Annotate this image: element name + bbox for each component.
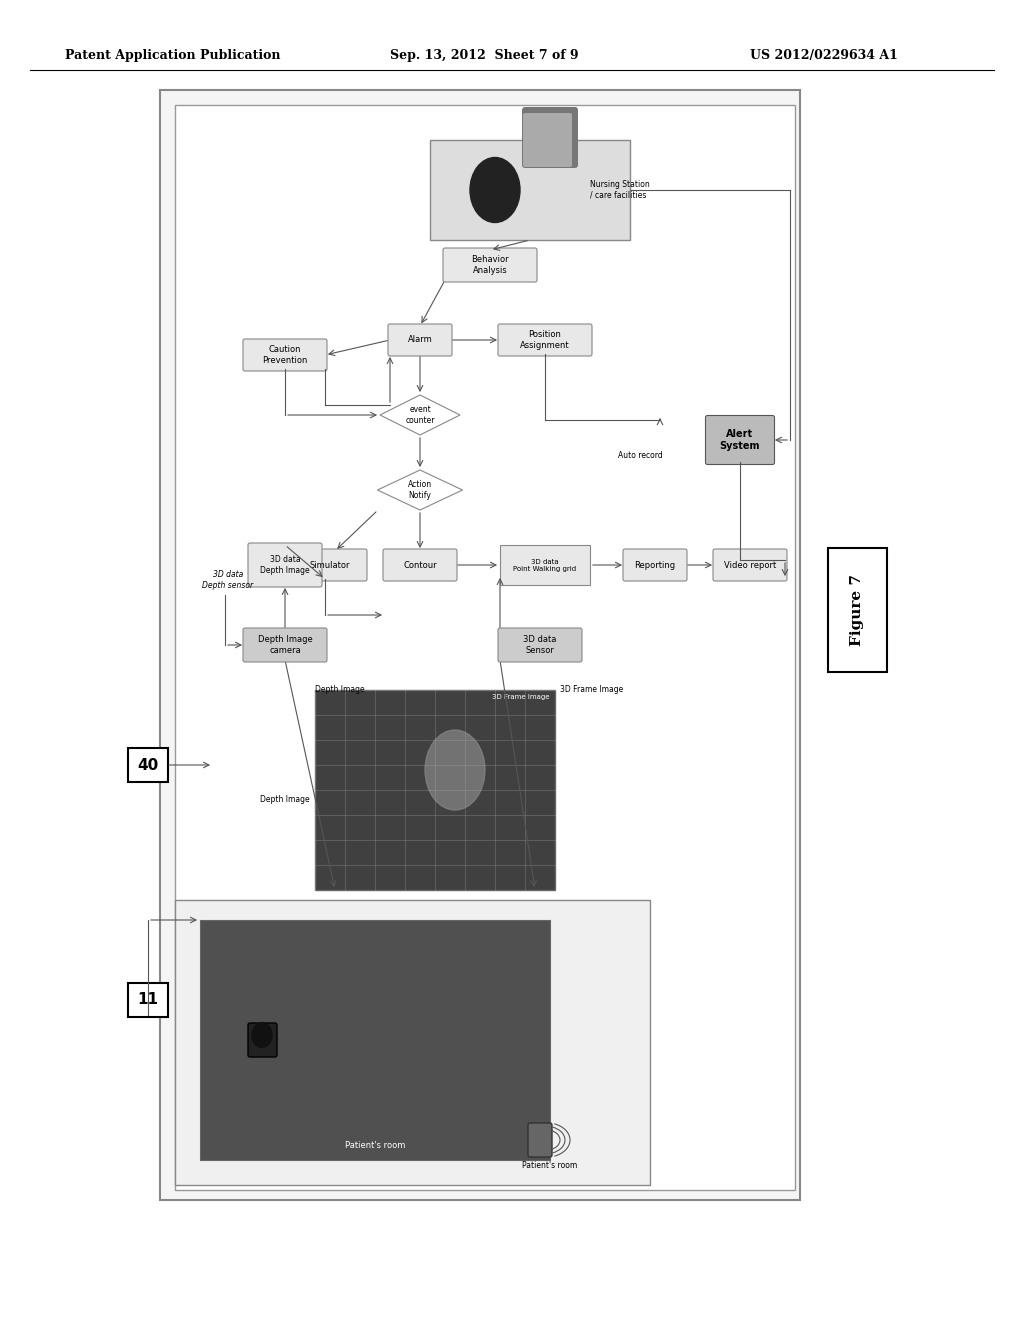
FancyBboxPatch shape bbox=[523, 114, 572, 168]
Text: Auto record: Auto record bbox=[617, 450, 663, 459]
Ellipse shape bbox=[425, 730, 485, 810]
Text: Video report: Video report bbox=[724, 561, 776, 569]
Text: Caution
Prevention: Caution Prevention bbox=[262, 346, 307, 364]
FancyBboxPatch shape bbox=[128, 983, 168, 1016]
Bar bbox=[200, 920, 550, 1160]
Polygon shape bbox=[378, 470, 463, 510]
FancyBboxPatch shape bbox=[383, 549, 457, 581]
Text: Depth Image: Depth Image bbox=[260, 796, 310, 804]
Ellipse shape bbox=[470, 157, 520, 223]
FancyBboxPatch shape bbox=[388, 323, 452, 356]
FancyBboxPatch shape bbox=[498, 628, 582, 663]
FancyBboxPatch shape bbox=[248, 543, 322, 587]
Text: Action
Notify: Action Notify bbox=[408, 480, 432, 500]
Text: US 2012/0229634 A1: US 2012/0229634 A1 bbox=[750, 49, 898, 62]
Ellipse shape bbox=[252, 1023, 272, 1048]
FancyBboxPatch shape bbox=[293, 549, 367, 581]
Text: Alarm: Alarm bbox=[408, 335, 432, 345]
Text: Depth Image
camera: Depth Image camera bbox=[258, 635, 312, 655]
Text: Simulator: Simulator bbox=[309, 561, 350, 569]
Text: Behavior
Analysis: Behavior Analysis bbox=[471, 255, 509, 275]
Text: 3D data
Depth sensor: 3D data Depth sensor bbox=[203, 570, 254, 590]
FancyBboxPatch shape bbox=[443, 248, 537, 282]
FancyBboxPatch shape bbox=[828, 548, 887, 672]
Text: 3D Frame Image: 3D Frame Image bbox=[560, 685, 624, 694]
Text: Figure 7: Figure 7 bbox=[851, 574, 864, 645]
Text: Position
Assignment: Position Assignment bbox=[520, 330, 569, 350]
Text: 3D data
Point Walking grid: 3D data Point Walking grid bbox=[513, 558, 577, 572]
Text: Depth Image: Depth Image bbox=[315, 685, 365, 694]
FancyBboxPatch shape bbox=[498, 323, 592, 356]
Text: 3D data
Sensor: 3D data Sensor bbox=[523, 635, 557, 655]
Text: 3D Frame Image: 3D Frame Image bbox=[493, 694, 550, 700]
FancyBboxPatch shape bbox=[248, 1023, 278, 1057]
FancyBboxPatch shape bbox=[128, 748, 168, 781]
Bar bbox=[175, 900, 650, 1185]
Bar bbox=[175, 106, 795, 1191]
FancyBboxPatch shape bbox=[243, 628, 327, 663]
Text: Reporting: Reporting bbox=[635, 561, 676, 569]
Text: event
counter: event counter bbox=[406, 405, 435, 425]
Bar bbox=[430, 140, 630, 240]
Bar bbox=[500, 545, 590, 585]
FancyBboxPatch shape bbox=[243, 339, 327, 371]
Text: 11: 11 bbox=[137, 993, 159, 1007]
Text: Nursing Station
/ care facilities: Nursing Station / care facilities bbox=[590, 181, 650, 199]
Bar bbox=[315, 690, 555, 890]
Polygon shape bbox=[380, 395, 460, 436]
Text: Contour: Contour bbox=[403, 561, 437, 569]
Text: Patent Application Publication: Patent Application Publication bbox=[65, 49, 281, 62]
FancyBboxPatch shape bbox=[713, 549, 787, 581]
Bar bbox=[160, 90, 800, 1200]
Text: Sep. 13, 2012  Sheet 7 of 9: Sep. 13, 2012 Sheet 7 of 9 bbox=[390, 49, 579, 62]
FancyBboxPatch shape bbox=[522, 107, 578, 168]
FancyBboxPatch shape bbox=[706, 416, 774, 465]
Text: Patient's room: Patient's room bbox=[522, 1162, 578, 1170]
Text: 40: 40 bbox=[137, 758, 159, 772]
Text: Patient's room: Patient's room bbox=[345, 1140, 406, 1150]
Text: 3D data
Depth Image: 3D data Depth Image bbox=[260, 556, 310, 574]
FancyBboxPatch shape bbox=[623, 549, 687, 581]
Text: Alert
System: Alert System bbox=[720, 429, 760, 451]
FancyBboxPatch shape bbox=[528, 1123, 552, 1158]
